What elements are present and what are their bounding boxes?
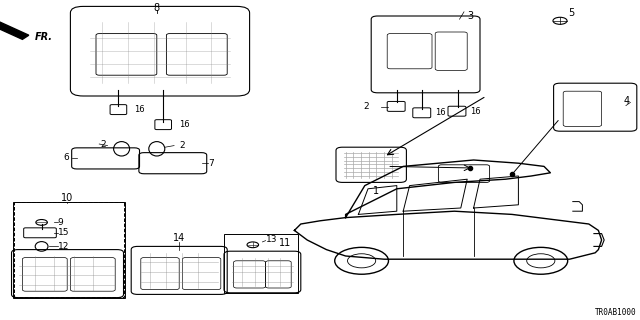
Text: 2: 2 bbox=[364, 102, 369, 111]
Bar bbox=[14, 202, 124, 297]
Text: 14: 14 bbox=[173, 233, 186, 243]
Ellipse shape bbox=[35, 242, 48, 251]
Text: 3: 3 bbox=[467, 11, 474, 21]
Text: 16: 16 bbox=[435, 108, 446, 117]
Text: FR.: FR. bbox=[35, 32, 53, 42]
Text: 12: 12 bbox=[58, 242, 69, 251]
Ellipse shape bbox=[553, 17, 567, 24]
Ellipse shape bbox=[36, 220, 47, 225]
Text: 16: 16 bbox=[134, 105, 145, 114]
Text: 1: 1 bbox=[373, 186, 380, 196]
Text: 8: 8 bbox=[154, 3, 160, 13]
Text: 16: 16 bbox=[470, 107, 481, 116]
Text: 16: 16 bbox=[179, 120, 190, 129]
Text: 15: 15 bbox=[58, 228, 69, 237]
Polygon shape bbox=[0, 19, 29, 39]
Bar bbox=[224, 234, 298, 293]
Text: TR0AB1000: TR0AB1000 bbox=[595, 308, 637, 317]
Text: 4: 4 bbox=[624, 96, 630, 106]
Ellipse shape bbox=[247, 242, 259, 248]
Text: 2: 2 bbox=[179, 141, 185, 150]
Text: 5: 5 bbox=[568, 8, 575, 18]
Text: 6: 6 bbox=[63, 153, 69, 162]
Text: 2: 2 bbox=[100, 140, 106, 148]
Bar bbox=[13, 202, 125, 298]
Text: 10: 10 bbox=[61, 193, 74, 203]
Text: 13: 13 bbox=[266, 236, 277, 244]
Text: 9: 9 bbox=[58, 218, 63, 227]
Text: 11: 11 bbox=[279, 238, 291, 248]
Text: 7: 7 bbox=[208, 159, 214, 168]
